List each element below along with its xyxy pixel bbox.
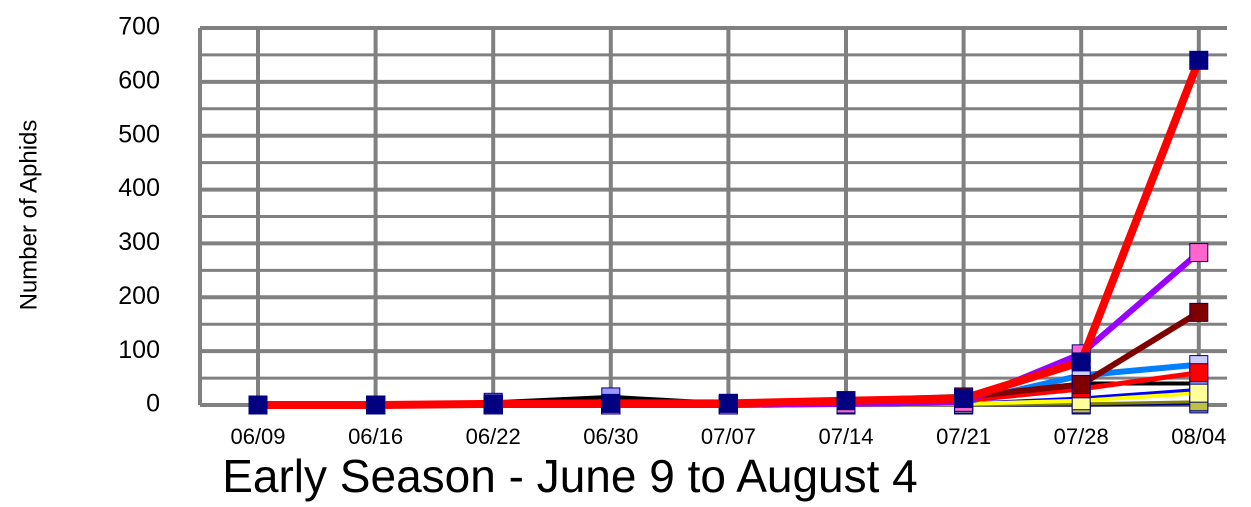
series-marker xyxy=(248,395,268,415)
y-tick-label: 700 xyxy=(118,13,160,41)
series-marker xyxy=(483,394,503,414)
x-tick-label: 06/09 xyxy=(230,424,285,449)
y-tick-label: 300 xyxy=(118,228,160,256)
chart-title: Early Season - June 9 to August 4 xyxy=(222,450,918,502)
series-marker xyxy=(954,389,974,409)
series-marker xyxy=(1189,243,1209,263)
series-marker xyxy=(1071,352,1091,372)
series-marker xyxy=(836,391,856,411)
y-tick-label: 200 xyxy=(118,282,160,310)
x-tick-label: 08/04 xyxy=(1171,424,1226,449)
y-axis-label: Number of Aphids xyxy=(15,120,42,311)
x-tick-label: 06/30 xyxy=(583,424,638,449)
x-tick-label: 07/21 xyxy=(936,424,991,449)
y-tick-label: 400 xyxy=(118,174,160,202)
x-tick-label: 06/22 xyxy=(466,424,521,449)
x-tick-label: 06/16 xyxy=(348,424,403,449)
y-tick-label: 0 xyxy=(146,390,160,418)
series-marker xyxy=(601,393,621,413)
series-marker xyxy=(1189,363,1209,383)
x-tick-label: 07/28 xyxy=(1054,424,1109,449)
x-tick-label: 07/07 xyxy=(701,424,756,449)
series-marker xyxy=(1189,302,1209,322)
y-tick-label: 100 xyxy=(118,336,160,364)
y-tick-label: 500 xyxy=(118,120,160,148)
series-marker xyxy=(1189,50,1209,70)
y-tick-label: 600 xyxy=(118,66,160,94)
series-marker xyxy=(1189,383,1209,403)
series-marker xyxy=(366,395,386,415)
series-marker xyxy=(1071,375,1091,395)
x-tick-label: 07/14 xyxy=(818,424,873,449)
series-marker xyxy=(718,393,738,413)
